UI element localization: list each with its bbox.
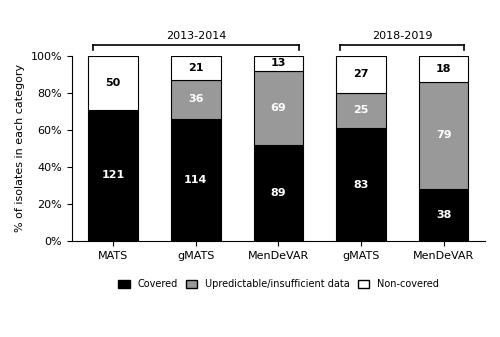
- Bar: [171, 119, 220, 241]
- Bar: [254, 145, 303, 241]
- Bar: [419, 56, 469, 82]
- Bar: [254, 56, 303, 71]
- Text: 27: 27: [354, 69, 369, 80]
- Bar: [88, 110, 138, 241]
- Legend: Covered, Upredictable/insufficient data, Non-covered: Covered, Upredictable/insufficient data,…: [114, 275, 442, 293]
- Text: 2018-2019: 2018-2019: [372, 31, 432, 41]
- Text: 25: 25: [354, 105, 369, 116]
- Text: 83: 83: [354, 180, 369, 189]
- Text: 2013-2014: 2013-2014: [166, 31, 226, 41]
- Bar: [419, 82, 469, 189]
- Bar: [336, 93, 386, 128]
- Y-axis label: % of isolates in each category: % of isolates in each category: [15, 64, 25, 233]
- Text: 21: 21: [188, 63, 204, 73]
- Text: 114: 114: [184, 175, 208, 185]
- Bar: [88, 56, 138, 110]
- Bar: [419, 189, 469, 241]
- Text: 79: 79: [436, 130, 452, 141]
- Text: 13: 13: [271, 58, 286, 68]
- Text: 18: 18: [436, 64, 452, 74]
- Text: 50: 50: [106, 78, 121, 88]
- Bar: [171, 56, 220, 80]
- Bar: [171, 80, 220, 119]
- Bar: [336, 128, 386, 241]
- Text: 36: 36: [188, 94, 204, 104]
- Text: 69: 69: [270, 103, 286, 113]
- Text: 89: 89: [270, 188, 286, 198]
- Bar: [336, 56, 386, 93]
- Text: 121: 121: [102, 170, 125, 180]
- Text: 38: 38: [436, 210, 452, 220]
- Bar: [254, 71, 303, 145]
